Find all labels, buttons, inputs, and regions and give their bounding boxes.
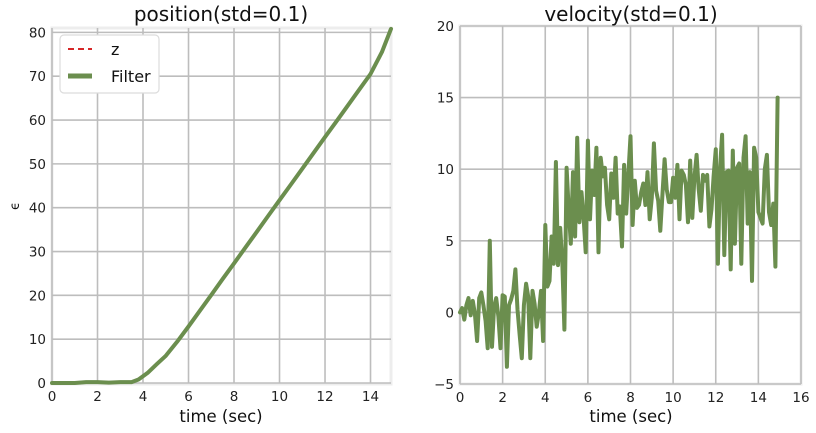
position-y-axis-label: ϵ	[8, 202, 23, 210]
x-tick-label: 14	[750, 390, 767, 406]
y-tick-label: 20	[29, 288, 46, 304]
position-x-axis-label: time (sec)	[179, 407, 262, 426]
x-tick-label: 4	[139, 389, 148, 405]
y-tick-label: 10	[29, 332, 46, 348]
x-tick-label: 8	[230, 389, 239, 405]
y-tick-label: 70	[29, 69, 46, 85]
x-tick-label: 16	[792, 390, 809, 406]
x-tick-label: 8	[626, 390, 635, 406]
y-tick-label: 5	[445, 234, 454, 250]
x-tick-label: 2	[498, 390, 507, 406]
legend-z-label: z	[111, 40, 119, 59]
x-tick-label: 4	[541, 390, 550, 406]
position-tick-labels: 0 2 4 6 8 10 12 14 0 10 20 30 40 50 60 70 80	[29, 25, 379, 405]
y-tick-label: 50	[29, 157, 46, 173]
y-tick-label: 40	[29, 201, 46, 217]
position-panel: 0 2 4 6 8 10 12 14 0 10 20 30 40 50 60 70 80 position(st…	[8, 2, 393, 426]
x-tick-label: 6	[184, 389, 193, 405]
legend-filter-label: Filter	[111, 67, 151, 86]
y-tick-label: 0	[445, 305, 454, 321]
x-tick-label: 12	[316, 389, 333, 405]
y-tick-label: 0	[37, 376, 46, 392]
y-tick-label: 80	[29, 25, 46, 41]
velocity-chart-title: velocity(std=0.1)	[544, 2, 717, 26]
y-tick-label: 30	[29, 245, 46, 261]
x-tick-label: 14	[362, 389, 379, 405]
y-tick-label: −5	[434, 377, 454, 393]
series-line-filter	[50, 26, 393, 385]
x-tick-label: 10	[271, 389, 288, 405]
x-tick-label: 2	[93, 389, 102, 405]
x-tick-label: 10	[665, 390, 682, 406]
position-chart-title: position(std=0.1)	[134, 2, 308, 26]
velocity-x-axis-label: time (sec)	[589, 407, 672, 426]
x-tick-label: 0	[456, 390, 465, 406]
velocity-series	[458, 95, 780, 369]
y-tick-label: 20	[437, 19, 454, 35]
x-tick-label: 12	[707, 390, 724, 406]
y-tick-label: 15	[437, 91, 454, 107]
y-tick-label: 10	[437, 162, 454, 178]
y-tick-label: 60	[29, 113, 46, 129]
position-legend: z Filter	[59, 34, 160, 94]
series-line-velocity	[458, 95, 780, 369]
position-series	[50, 26, 393, 385]
x-tick-label: 0	[48, 389, 57, 405]
x-tick-label: 6	[584, 390, 593, 406]
